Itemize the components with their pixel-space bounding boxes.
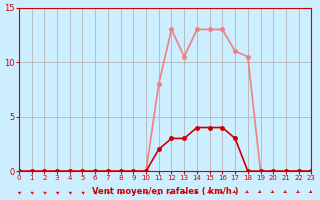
X-axis label: Vent moyen/en rafales ( km/h ): Vent moyen/en rafales ( km/h ) (92, 187, 238, 196)
